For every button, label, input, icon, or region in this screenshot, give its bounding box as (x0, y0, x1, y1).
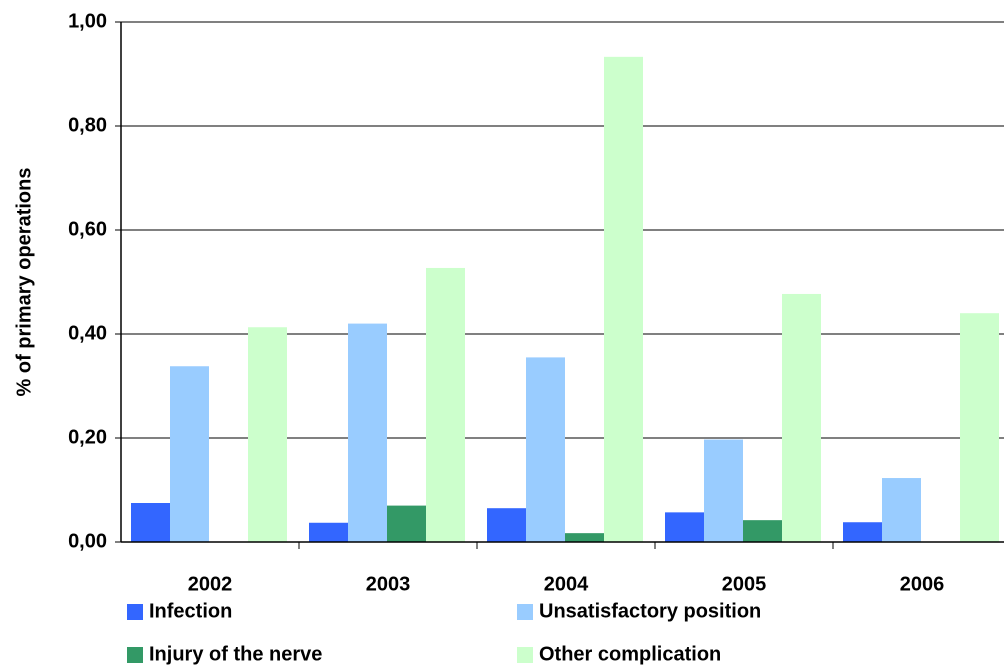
bar (843, 522, 882, 542)
bar (170, 366, 209, 542)
y-tick-label: 0,60 (68, 218, 107, 240)
bar (426, 267, 465, 542)
bar (565, 533, 604, 542)
legend-swatch (127, 604, 143, 620)
bar (309, 522, 348, 542)
y-tick-label: 0,80 (68, 114, 107, 136)
bar (743, 520, 782, 542)
bar (704, 439, 743, 542)
y-tick-label: 0,40 (68, 322, 107, 344)
bar (348, 323, 387, 542)
x-tick-label: 2002 (188, 573, 233, 595)
bar (960, 313, 999, 542)
legend-swatch (517, 604, 533, 620)
y-axis-label: % of primary operations (13, 168, 35, 397)
legend-label: Injury of the nerve (149, 643, 322, 665)
legend-swatch (127, 647, 143, 663)
x-tick-label: 2004 (544, 573, 589, 595)
bar (665, 512, 704, 542)
bar (604, 56, 643, 543)
x-tick-label: 2006 (900, 573, 945, 595)
x-tick-label: 2003 (366, 573, 411, 595)
bar (487, 508, 526, 542)
y-tick-label: 0,20 (68, 426, 107, 448)
bar (782, 293, 821, 542)
x-tick-label: 2005 (722, 573, 767, 595)
legend-label: Unsatisfactory position (539, 600, 761, 622)
bar (882, 478, 921, 542)
legend-label: Infection (149, 600, 232, 622)
bar (131, 503, 170, 542)
legend-label: Other complication (539, 643, 721, 665)
y-tick-label: 0,00 (68, 530, 107, 552)
bar (387, 505, 426, 542)
legend-swatch (517, 647, 533, 663)
bar (526, 357, 565, 542)
y-tick-label: 1,00 (68, 10, 107, 32)
bar (248, 327, 287, 542)
